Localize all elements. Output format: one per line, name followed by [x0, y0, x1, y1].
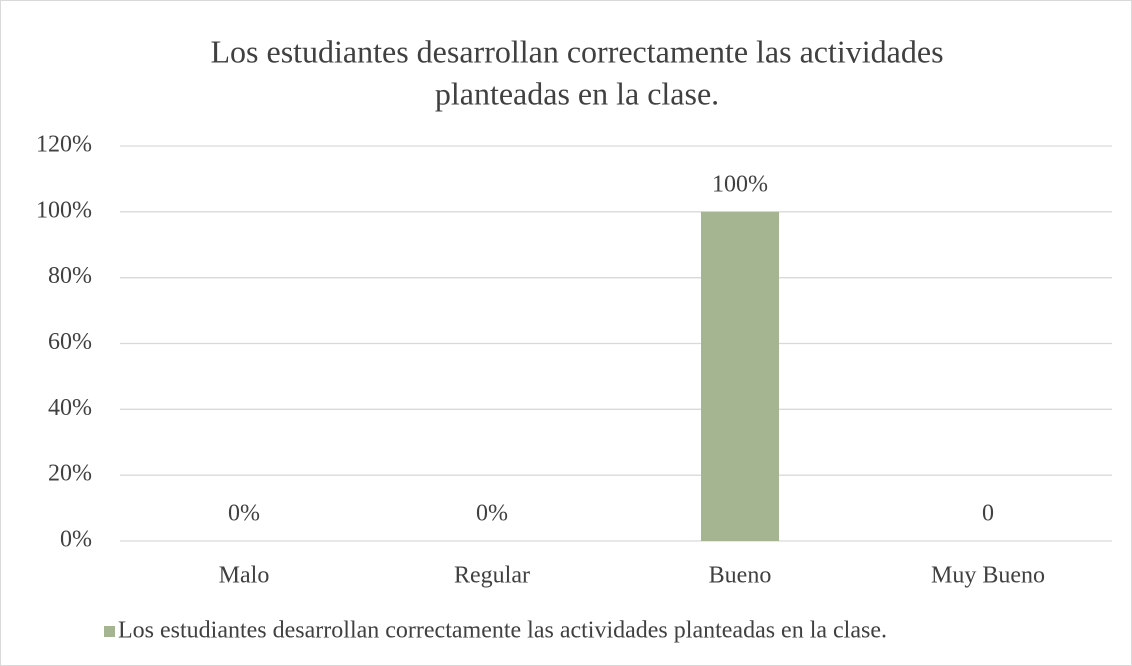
- x-tick-label: Muy Bueno: [931, 563, 1045, 589]
- y-tick-label: 120%: [36, 132, 92, 158]
- y-tick-label: 60%: [48, 329, 92, 355]
- x-tick-label: Regular: [454, 563, 530, 589]
- y-tick-label: 40%: [48, 395, 92, 421]
- y-tick-label: 80%: [48, 263, 92, 289]
- legend-swatch: [104, 626, 115, 637]
- y-tick-label: 20%: [48, 461, 92, 487]
- data-label: 100%: [712, 171, 768, 197]
- data-label: 0%: [228, 501, 260, 527]
- data-label: 0: [982, 501, 994, 527]
- y-tick-label: 0%: [60, 527, 92, 553]
- y-tick-label: 100%: [36, 197, 92, 223]
- x-tick-label: Bueno: [709, 563, 772, 589]
- chart-title: Los estudiantes desarrollan correctament…: [210, 33, 943, 69]
- chart-title: planteadas en la clase.: [435, 75, 719, 111]
- x-tick-label: Malo: [219, 563, 270, 589]
- bar: [701, 211, 779, 542]
- data-label: 0%: [476, 501, 508, 527]
- legend-label: Los estudiantes desarrollan correctament…: [118, 618, 887, 644]
